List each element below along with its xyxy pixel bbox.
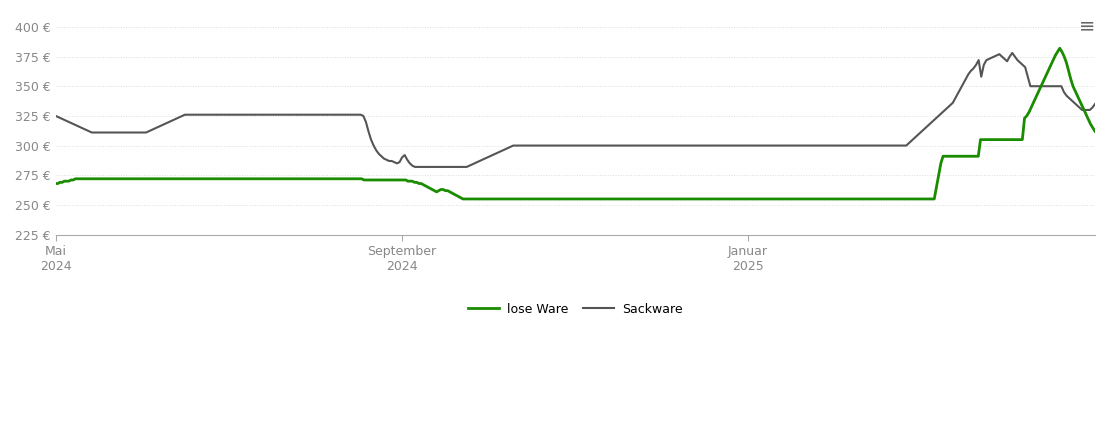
Text: ≡: ≡ — [1079, 17, 1096, 36]
Legend: lose Ware, Sackware: lose Ware, Sackware — [463, 298, 687, 321]
